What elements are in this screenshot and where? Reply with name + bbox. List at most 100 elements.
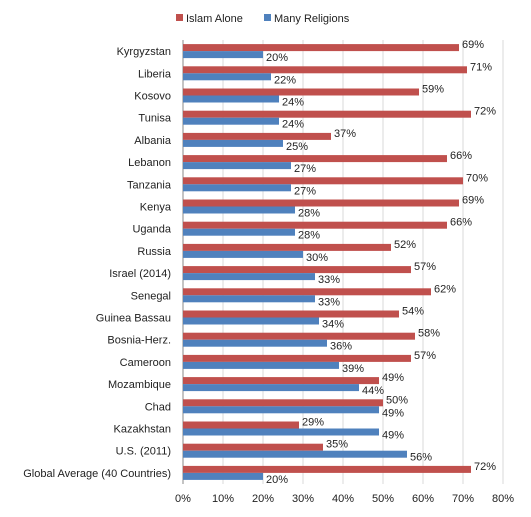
x-tick-label: 80%: [492, 493, 514, 505]
data-label: 66%: [450, 217, 472, 229]
data-label: 72%: [474, 461, 496, 473]
legend: Islam Alone Many Religions: [176, 13, 350, 25]
bar: [183, 472, 263, 480]
data-label: 69%: [462, 195, 484, 207]
category-label: Liberia: [138, 68, 172, 80]
bar: [183, 443, 323, 451]
bar: [183, 273, 315, 281]
category-label: Guinea Bassau: [96, 313, 171, 325]
legend-label: Islam Alone: [186, 13, 243, 25]
category-label: Bosnia-Herz.: [107, 335, 171, 347]
x-tick-label: 60%: [412, 493, 434, 505]
legend-swatch: [176, 14, 183, 21]
bars: 69% 20% 71% 22% 59% 24% 72% 24% 37% 25% 66% 27% 70% 2…: [183, 39, 496, 486]
data-label: 28%: [298, 208, 320, 220]
data-label: 27%: [294, 185, 316, 197]
category-label: Israel (2014): [109, 268, 171, 280]
bar: [183, 399, 383, 407]
x-tick-label: 0%: [175, 493, 191, 505]
bar: [183, 51, 263, 59]
data-label: 29%: [302, 417, 324, 429]
data-label: 57%: [414, 261, 436, 273]
bar: [183, 132, 331, 140]
bar: [183, 162, 291, 170]
data-label: 30%: [306, 252, 328, 264]
bar: [183, 465, 471, 473]
category-label: Russia: [137, 246, 172, 258]
bar: [183, 361, 339, 369]
data-label: 27%: [294, 163, 316, 175]
bar: [183, 155, 447, 163]
bar: [183, 110, 471, 118]
bar: [183, 66, 467, 74]
bar: [183, 384, 359, 392]
bar: [183, 117, 279, 125]
data-label: 66%: [450, 150, 472, 162]
bar: [183, 95, 279, 103]
bar: [183, 450, 407, 458]
legend-label: Many Religions: [274, 13, 350, 25]
bar: [183, 206, 295, 214]
bar: [183, 421, 299, 429]
x-tick-label: 40%: [332, 493, 354, 505]
data-label: 62%: [434, 283, 456, 295]
data-label: 24%: [282, 119, 304, 131]
data-label: 49%: [382, 430, 404, 442]
data-label: 35%: [326, 439, 348, 451]
data-label: 37%: [334, 128, 356, 140]
category-label: Lebanon: [128, 157, 171, 169]
category-label: U.S. (2011): [116, 446, 171, 458]
bar: [183, 377, 379, 385]
bar: [183, 184, 291, 192]
category-label: Global Average (40 Countries): [23, 468, 171, 480]
x-tick-labels: 0% 10% 20% 30% 40% 50% 60% 70% 80%: [175, 493, 514, 505]
bar: [183, 44, 459, 52]
bar: [183, 310, 399, 318]
data-label: 54%: [402, 306, 424, 318]
category-label: Cameroon: [120, 357, 171, 369]
category-label: Uganda: [132, 224, 171, 236]
data-label: 49%: [382, 372, 404, 384]
legend-item: Many Religions: [264, 13, 350, 25]
data-label: 34%: [322, 319, 344, 331]
category-label: Kenya: [140, 202, 172, 214]
category-label: Kazakhstan: [114, 424, 171, 436]
bar: [183, 288, 431, 296]
data-label: 52%: [394, 239, 416, 251]
data-label: 33%: [318, 274, 340, 286]
data-label: 24%: [282, 97, 304, 109]
bar: [183, 88, 419, 96]
bar: [183, 139, 283, 147]
data-label: 71%: [470, 61, 492, 73]
category-label: Senegal: [131, 290, 171, 302]
x-tick-label: 10%: [212, 493, 234, 505]
bar: [183, 339, 327, 347]
bar: [183, 228, 295, 236]
category-label: Mozambique: [108, 379, 171, 391]
data-label: 44%: [362, 385, 384, 397]
bar: [183, 266, 411, 274]
bar: [183, 406, 379, 414]
bar: [183, 177, 463, 185]
bar: [183, 221, 447, 229]
data-label: 28%: [298, 230, 320, 242]
category-label: Tunisa: [138, 113, 171, 125]
bar: [183, 295, 315, 303]
x-tick-label: 50%: [372, 493, 394, 505]
data-label: 49%: [382, 407, 404, 419]
bar: [183, 317, 319, 325]
bar: [183, 354, 411, 362]
data-label: 56%: [410, 452, 432, 464]
category-label: Kosovo: [134, 91, 171, 103]
data-label: 36%: [330, 341, 352, 353]
x-tick-label: 30%: [292, 493, 314, 505]
gridlines: [182, 40, 504, 484]
data-label: 50%: [386, 394, 408, 406]
bar: [183, 250, 303, 258]
data-label: 25%: [286, 141, 308, 153]
data-label: 20%: [266, 52, 288, 64]
bar: [183, 199, 459, 207]
legend-swatch: [264, 14, 271, 21]
category-label: Albania: [134, 135, 172, 147]
